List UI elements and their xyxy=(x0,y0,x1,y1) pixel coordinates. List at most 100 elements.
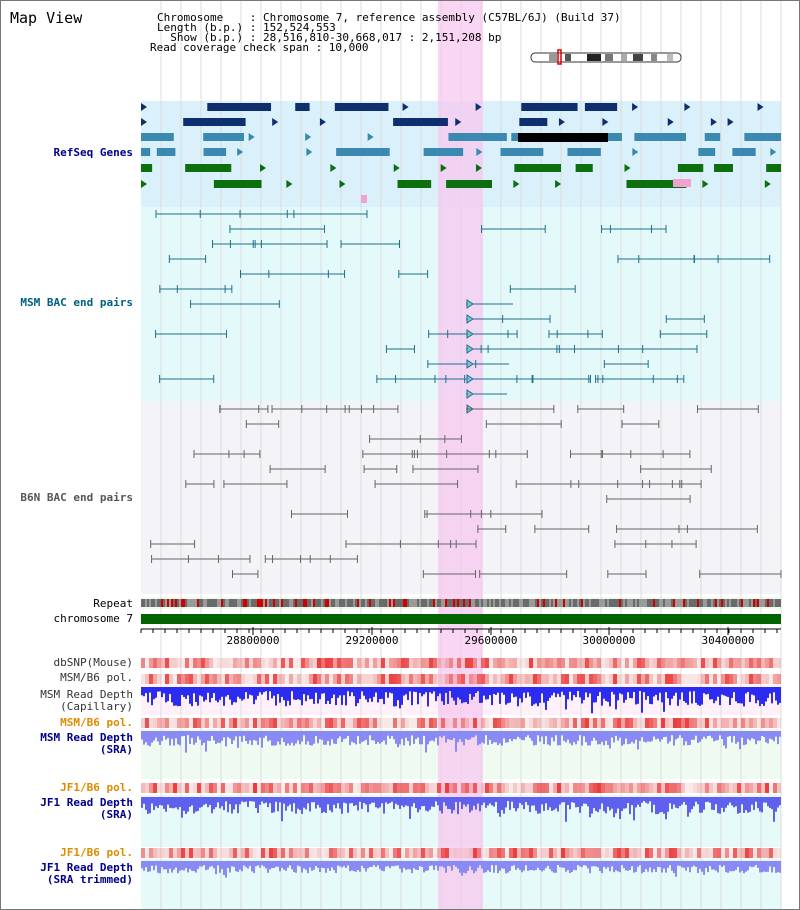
depth-bar xyxy=(259,731,261,738)
msm-read-depth-cap-label: MSM Read Depth xyxy=(40,688,133,701)
repeat-block xyxy=(219,599,221,607)
depth-bar xyxy=(179,687,181,706)
depth-bar xyxy=(391,687,393,694)
depth-bar xyxy=(407,861,409,870)
pol-cell xyxy=(381,718,385,728)
repeat-block xyxy=(347,599,349,607)
depth-bar xyxy=(681,797,683,805)
pol-cell xyxy=(289,674,293,684)
repeat-block xyxy=(751,599,753,607)
pol-cell xyxy=(245,718,249,728)
depth-bar xyxy=(689,797,691,813)
pol-cell xyxy=(169,783,173,793)
depth-bar xyxy=(185,731,187,753)
pol-cell xyxy=(649,783,653,793)
depth-bar xyxy=(493,797,495,807)
pol-cell xyxy=(613,718,617,728)
depth-bar xyxy=(451,861,453,871)
depth-bar xyxy=(267,731,269,742)
depth-bar xyxy=(757,731,759,741)
depth-bar xyxy=(457,687,459,698)
depth-bar xyxy=(193,797,195,814)
pol-cell xyxy=(525,718,529,728)
dbsnp-cell xyxy=(373,658,377,668)
depth-bar xyxy=(327,687,329,701)
depth-bar xyxy=(693,861,695,866)
pol-cell xyxy=(185,718,189,728)
depth-bar xyxy=(405,687,407,695)
gene-arrow xyxy=(141,118,147,126)
depth-bar xyxy=(423,861,425,873)
gene-arrow xyxy=(475,164,482,172)
depth-bar xyxy=(755,861,757,866)
depth-bar xyxy=(379,797,381,808)
depth-bar xyxy=(185,687,187,699)
depth-bar xyxy=(741,797,743,805)
depth-bar xyxy=(501,687,503,693)
gene-arrow xyxy=(632,148,639,156)
depth-bar xyxy=(463,731,465,746)
pol-cell xyxy=(461,718,465,728)
pol-cell xyxy=(385,674,389,684)
dbsnp-cell xyxy=(357,658,361,668)
repeat-block xyxy=(163,599,165,607)
depth-bar xyxy=(365,687,367,700)
depth-bar xyxy=(559,731,561,746)
depth-bar xyxy=(629,687,631,699)
pol-cell xyxy=(577,674,581,684)
pol-cell xyxy=(413,848,417,858)
depth-bar xyxy=(603,731,605,746)
depth-bar xyxy=(545,797,547,804)
depth-bar xyxy=(389,687,391,693)
pol-cell xyxy=(709,718,713,728)
repeat-block xyxy=(141,599,143,607)
pol-cell xyxy=(433,783,437,793)
depth-bar xyxy=(553,797,555,810)
pol-cell xyxy=(277,718,281,728)
depth-bar xyxy=(623,687,625,703)
pol-cell xyxy=(317,783,321,793)
depth-bar xyxy=(365,731,367,740)
pol-cell xyxy=(349,718,353,728)
depth-bar xyxy=(619,861,621,873)
depth-bar xyxy=(333,687,335,695)
gene-arrow xyxy=(440,164,447,172)
depth-bar xyxy=(747,731,749,739)
pol-cell xyxy=(229,718,233,728)
depth-bar xyxy=(305,687,307,702)
pol-cell xyxy=(361,783,365,793)
depth-bar xyxy=(763,861,765,872)
depth-bar xyxy=(251,687,253,696)
pol-cell xyxy=(281,783,285,793)
pol-cell xyxy=(693,783,697,793)
depth-bar xyxy=(761,861,763,873)
gene-arrow xyxy=(367,133,374,141)
depth-bar xyxy=(637,861,639,867)
repeat-block xyxy=(721,599,723,607)
repeat-block xyxy=(425,599,427,607)
repeat-block xyxy=(433,599,435,607)
depth-bar xyxy=(639,861,641,866)
pol-cell xyxy=(761,674,765,684)
pol-cell xyxy=(401,718,405,728)
depth-bar xyxy=(601,687,603,706)
depth-bar xyxy=(639,687,641,692)
depth-bar xyxy=(589,861,591,874)
pol-cell xyxy=(433,718,437,728)
pol-cell xyxy=(341,674,345,684)
depth-bar xyxy=(633,797,635,821)
depth-bar xyxy=(597,687,599,696)
depth-bar xyxy=(587,797,589,807)
pol-cell xyxy=(377,674,381,684)
depth-bar xyxy=(535,797,537,811)
repeat-block xyxy=(253,599,255,607)
depth-bar xyxy=(191,861,193,871)
gene-block xyxy=(698,148,716,156)
depth-bar xyxy=(171,797,173,809)
depth-bar xyxy=(659,797,661,813)
depth-bar xyxy=(647,797,649,804)
depth-bar xyxy=(273,731,275,746)
depth-bar xyxy=(685,861,687,871)
repeat-block xyxy=(333,599,335,607)
